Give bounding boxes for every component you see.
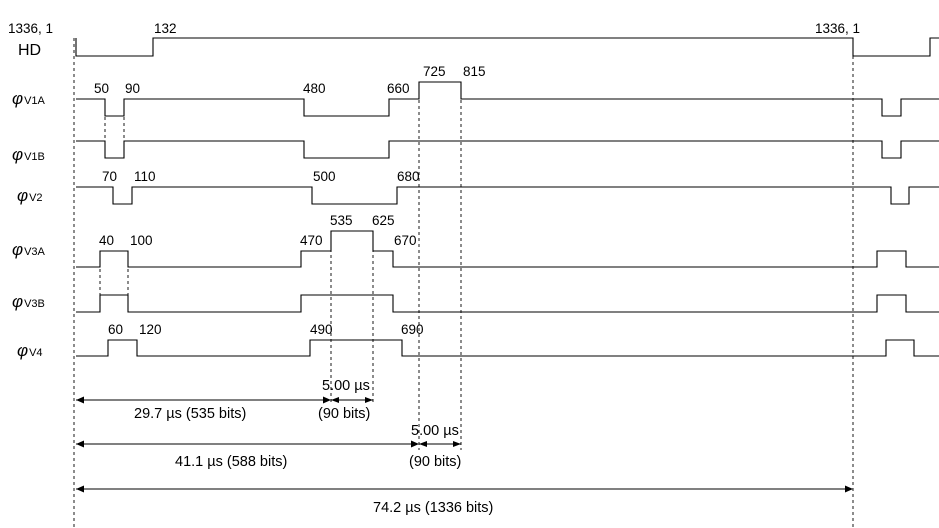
hd-waveform (75, 37, 939, 57)
arrow-head-right (365, 397, 373, 403)
signal-v3b: φV3B (12, 292, 939, 313)
edge-label-660: 660 (387, 81, 410, 96)
signal-v2-label: φV2 (17, 186, 43, 205)
edge-label-625: 625 (372, 213, 395, 228)
measurement-label-29-7: 29.7 µs (535 bits) (134, 406, 246, 422)
signal-v1b-label: φV1B (12, 145, 45, 164)
signal-v3b-label: φV3B (12, 292, 45, 311)
arrow-head-left (76, 440, 84, 448)
arrow-head-right (411, 440, 419, 448)
measurement-1336-bits: 74.2 µs (1336 bits) (76, 485, 853, 516)
edge-label-40: 40 (99, 233, 114, 248)
edge-label-815: 815 (463, 64, 486, 79)
hd-rise-label: 132 (154, 21, 177, 36)
measurement-label-90-bits-a: (90 bits) (318, 406, 370, 422)
signal-v1a-waveform (76, 81, 939, 117)
signal-v2-waveform (76, 186, 939, 205)
edge-label-690: 690 (401, 322, 424, 337)
signal-v3b-waveform (76, 294, 939, 313)
edge-label-90: 90 (125, 81, 140, 96)
edge-label-120: 120 (139, 322, 162, 337)
measurement-label-41-1: 41.1 µs (588 bits) (175, 454, 287, 470)
signal-v2: φV2 70 110 500 680 (17, 169, 939, 205)
edge-label-535: 535 (330, 213, 353, 228)
arrow-head-left (331, 397, 339, 403)
edge-label-70: 70 (102, 169, 117, 184)
signal-v4: φV4 60 120 490 690 (17, 322, 939, 360)
arrow-head-left (419, 441, 427, 447)
measurement-588-bits: 41.1 µs (588 bits) (76, 440, 419, 470)
measurement-label-5us-b: 5.00 µs (411, 423, 459, 439)
measurement-535-bits: 29.7 µs (535 bits) (76, 396, 331, 422)
hd-label: HD (18, 42, 41, 59)
signal-v1b: φV1B (12, 140, 939, 164)
edge-label-50: 50 (94, 81, 109, 96)
arrow-head-right (323, 396, 331, 404)
signal-v3a-label: φV3A (12, 240, 46, 259)
signal-v1a-label: φV1A (12, 89, 46, 108)
edge-label-60: 60 (108, 322, 123, 337)
arrow-head-left (76, 396, 84, 404)
signal-v1a: φV1A 50 90 480 660 725 815 (12, 64, 939, 117)
edge-label-110: 110 (134, 169, 156, 184)
hd-start-label: 1336, 1 (8, 21, 53, 36)
edge-label-490: 490 (310, 322, 333, 337)
edge-label-470: 470 (300, 233, 323, 248)
edge-label-725: 725 (423, 64, 446, 79)
edge-label-100: 100 (130, 233, 153, 248)
arrow-head-left (76, 485, 84, 493)
signal-v4-label: φV4 (17, 341, 43, 360)
edge-label-500: 500 (313, 169, 336, 184)
measurement-label-90-bits-b: (90 bits) (409, 454, 461, 470)
measurement-label-5us-a: 5.00 µs (322, 378, 370, 394)
signal-v3a: φV3A 40 100 470 535 625 670 (12, 213, 939, 268)
signal-v3a-waveform (76, 230, 939, 268)
edge-label-680: 680 (397, 169, 420, 184)
signal-v4-waveform (76, 339, 939, 357)
measurement-label-74-2: 74.2 µs (1336 bits) (373, 500, 493, 516)
hd-end-label: 1336, 1 (815, 21, 860, 36)
measurement-90-bits-b: 5.00 µs (90 bits) (409, 423, 461, 470)
signal-v1b-waveform (76, 140, 939, 159)
edge-label-670: 670 (394, 233, 417, 248)
hd-signal: HD 1336, 1 132 1336, 1 (8, 21, 939, 59)
measurement-90-bits-a: 5.00 µs (90 bits) (318, 378, 373, 422)
arrow-head-right (453, 441, 461, 447)
edge-label-480: 480 (303, 81, 326, 96)
arrow-head-right (845, 485, 853, 493)
